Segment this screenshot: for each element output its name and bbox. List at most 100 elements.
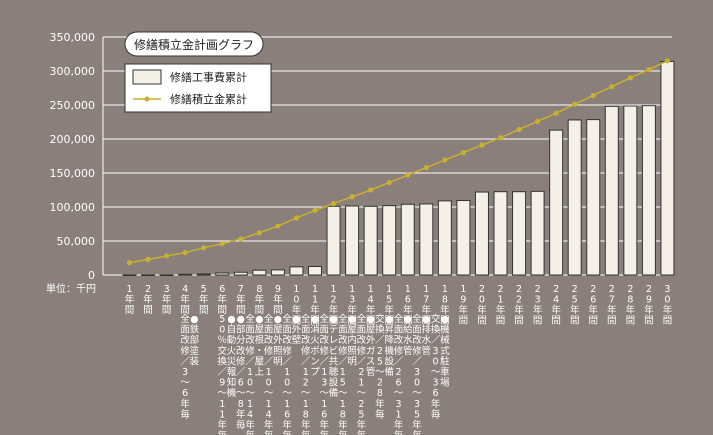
line-point (386, 179, 392, 186)
annotation-text: 全面改修／ 3 〜 6 年毎 (180, 313, 190, 420)
line-point (349, 194, 355, 200)
bar (604, 105, 619, 276)
y-tick-label: 150,000 (50, 167, 96, 180)
line-point (256, 230, 262, 236)
bar (141, 274, 156, 276)
line-point (238, 236, 244, 242)
bars (122, 60, 675, 276)
line-point (535, 118, 541, 124)
annotation-text: 全面改修／21〜25年毎 (357, 313, 367, 435)
x-tick-label: 4 年間 (180, 284, 190, 316)
x-tick-label: 1 7 年間 (422, 284, 432, 327)
x-tick-label: 1 2 年間 (329, 284, 339, 327)
x-tick-label: 2 4 年間 (551, 284, 561, 327)
annotation-text: ●外壁 (292, 314, 302, 346)
line-point (479, 142, 485, 148)
legend-swatch-marker (144, 96, 150, 102)
bar (437, 200, 452, 276)
bar (567, 119, 582, 276)
line-point (572, 101, 578, 107)
annotation-text: 全面改修／10〜16年毎 (282, 313, 292, 435)
annotation-text: ●屋根・屋上 (255, 314, 265, 378)
bar (474, 191, 489, 276)
annotation-text: ●テレビ共聴設備 (329, 314, 339, 399)
bar (326, 205, 341, 276)
legend: 修繕工事費累計 修繕積立金累計 (124, 63, 272, 113)
line-point (627, 75, 633, 81)
x-tick-label: 7 年間 (236, 284, 246, 316)
chart-title: 修繕積立金計画グラフ (134, 37, 254, 52)
y-tick-label: 0 (88, 269, 95, 282)
bar (549, 129, 564, 276)
line-point (145, 256, 151, 262)
title-box: 修繕積立金計画グラフ (124, 31, 264, 57)
x-tick-label: 3 0 年間 (663, 284, 673, 327)
x-tick-label: 1 0 年間 (292, 284, 302, 327)
line-series (126, 58, 671, 266)
annotation-text: ●自動火災報知機 (227, 314, 237, 399)
annotation-text: ●消火ポンプ (310, 314, 320, 378)
bar (419, 203, 434, 276)
line-point (330, 201, 337, 207)
line-point (646, 67, 652, 73)
x-tick-label: 1 4 年間 (366, 284, 376, 327)
y-tick-label: 50,000 (57, 235, 96, 248)
bar (178, 273, 193, 276)
x-tick-label: 6 年間 (217, 284, 227, 316)
x-tick-label: 2 9 年間 (644, 284, 654, 327)
bar (623, 105, 638, 276)
x-tick-label: 9 年間 (273, 284, 283, 316)
y-tick-label: 200,000 (50, 133, 96, 146)
annotation-text: ●排水管 (422, 314, 432, 357)
line-point (553, 110, 559, 116)
bar (215, 272, 230, 276)
y-axis-ticks: 0 50,000 100,000 150,000 200,000 250,000 300,0… (50, 31, 96, 282)
bar (530, 190, 545, 276)
annotation-text: 全面改修／10〜14年毎 (245, 313, 255, 435)
bar (308, 266, 322, 276)
annotation-text: 全面改修／15〜18年毎 (338, 313, 348, 435)
x-tick-label: 2 5 年間 (570, 284, 580, 327)
bar (400, 203, 415, 276)
bar (493, 191, 508, 276)
annotation-text: 全面改修／26〜31年毎 (394, 313, 404, 435)
x-tick-label: 2 2 年間 (514, 284, 524, 327)
line-point (164, 253, 170, 259)
x-tick-label: 1 9 年間 (459, 284, 469, 327)
bar (363, 205, 378, 276)
line-point (460, 150, 466, 156)
bar (382, 205, 397, 276)
x-tick-label: 1 6 年間 (403, 284, 413, 327)
y-tick-label: 100,000 (50, 201, 96, 214)
x-tick-label: 1 年間 (125, 284, 135, 316)
bar (289, 266, 304, 276)
x-tick-label: 2 7 年間 (607, 284, 617, 327)
bar (512, 191, 527, 276)
line-point (664, 58, 671, 64)
annotation-text: 交換／ 3 0 〜 3 6 年毎 (431, 313, 441, 420)
line-point (182, 249, 188, 256)
x-tick-label: 8 年間 (255, 284, 265, 316)
annotation-text: ●屋内照明 (347, 314, 357, 367)
bar (233, 271, 248, 276)
annotation-text: ●屋外ガス管 (366, 314, 376, 378)
annotation-text: ●屋外照明 (273, 314, 283, 367)
line-point (368, 187, 374, 193)
bar (641, 105, 656, 276)
legend-label-line: 修繕積立金累計 (170, 92, 247, 106)
annotation-text: ●部分改修／ 6 〜 8 年毎 (236, 314, 246, 431)
y-tick-label: 350,000 (50, 31, 96, 44)
line-point (275, 223, 281, 229)
x-tick-label: 2 6 年間 (588, 284, 598, 327)
line-point (516, 126, 522, 133)
annotation-text: 全面改修／12〜18年毎 (301, 313, 311, 435)
x-tick-label: 1 5 年間 (384, 284, 394, 327)
annotation-text: ●給水管 (403, 314, 413, 357)
legend-label-bar: 修繕工事費累計 (170, 70, 247, 84)
line-point (442, 157, 448, 163)
x-tick-label: 1 1 年間 (310, 284, 320, 327)
bar (456, 200, 471, 276)
x-tick-label: 2 8 年間 (626, 284, 636, 327)
